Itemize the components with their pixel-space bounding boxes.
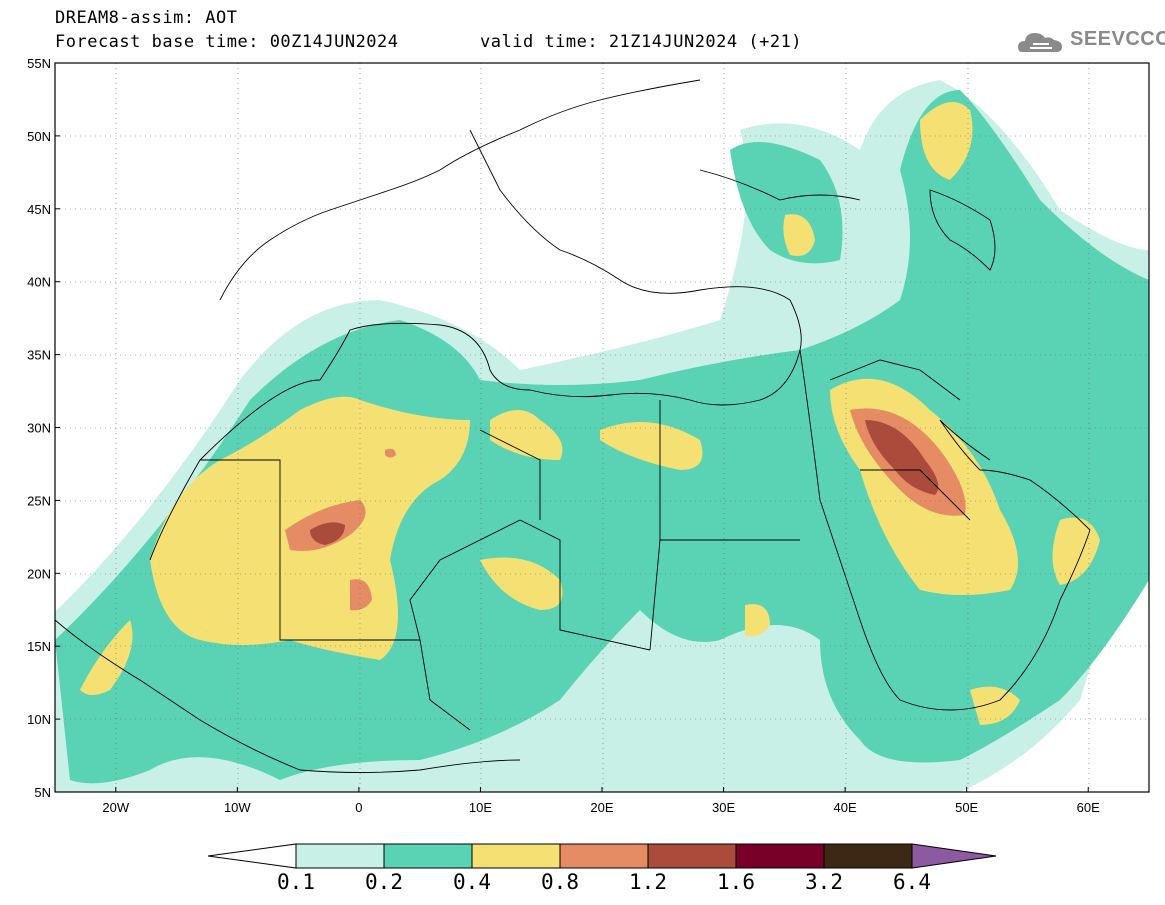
lat-tick-label: 5N xyxy=(34,785,51,800)
lat-tick-label: 35N xyxy=(27,348,51,363)
aot-field xyxy=(55,80,1149,792)
lon-tick-label: 20E xyxy=(590,800,613,815)
lon-tick-label: 10W xyxy=(224,800,251,815)
colorbar-swatch xyxy=(295,843,385,869)
map-title: DREAM8-assim: AOT xyxy=(55,8,238,28)
colorbar-label: 3.2 xyxy=(805,870,843,894)
lat-tick-label: 20N xyxy=(27,566,51,581)
colorbar-swatch xyxy=(559,843,649,869)
colorbar-swatch xyxy=(735,843,825,869)
lat-tick-label: 55N xyxy=(27,56,51,71)
lat-tick-label: 45N xyxy=(27,202,51,217)
colorbar-over-arrow xyxy=(911,843,997,869)
colorbar-label: 0.4 xyxy=(453,870,491,894)
colorbar-swatch xyxy=(647,843,737,869)
colorbar xyxy=(207,843,997,869)
forecast-base-time: Forecast base time: 00Z14JUN2024 xyxy=(55,32,399,52)
colorbar-swatch xyxy=(383,843,473,869)
lon-tick-label: 30E xyxy=(712,800,735,815)
colorbar-label: 1.6 xyxy=(717,870,755,894)
seevccc-logo: SEEVCCC xyxy=(1070,28,1165,50)
lon-tick-label: 60E xyxy=(1077,800,1100,815)
lat-tick-label: 40N xyxy=(27,275,51,290)
colorbar-label: 1.2 xyxy=(629,870,667,894)
latitude-labels: 55N 50N 45N 40N 35N 30N 25N 20N 15N 10N 5N xyxy=(27,56,60,800)
lon-tick-label: 50E xyxy=(955,800,978,815)
colorbar-swatch xyxy=(471,843,561,869)
lon-tick-label: 10E xyxy=(469,800,492,815)
lat-tick-label: 30N xyxy=(27,421,51,436)
lon-tick-label: 20W xyxy=(102,800,129,815)
lat-tick-label: 50N xyxy=(27,129,51,144)
longitude-labels: 20W 10W 0 10E 20E 30E 40E 50E 60E xyxy=(102,787,1100,815)
lat-tick-label: 25N xyxy=(27,493,51,508)
coastlines xyxy=(55,79,1091,773)
lat-tick-label: 15N xyxy=(27,639,51,654)
colorbar-label: 0.8 xyxy=(541,870,579,894)
valid-time: valid time: 21Z14JUN2024 (+21) xyxy=(480,32,803,52)
colorbar-label: 0.1 xyxy=(277,870,315,894)
lat-tick-label: 10N xyxy=(27,712,51,727)
lon-tick-label: 40E xyxy=(834,800,857,815)
colorbar-label: 6.4 xyxy=(893,870,931,894)
colorbar-under-arrow xyxy=(207,843,297,869)
lon-tick-label: 0 xyxy=(355,800,362,815)
colorbar-label: 0.2 xyxy=(365,870,403,894)
cloud-icon xyxy=(1018,33,1062,52)
colorbar-swatch xyxy=(823,843,913,869)
